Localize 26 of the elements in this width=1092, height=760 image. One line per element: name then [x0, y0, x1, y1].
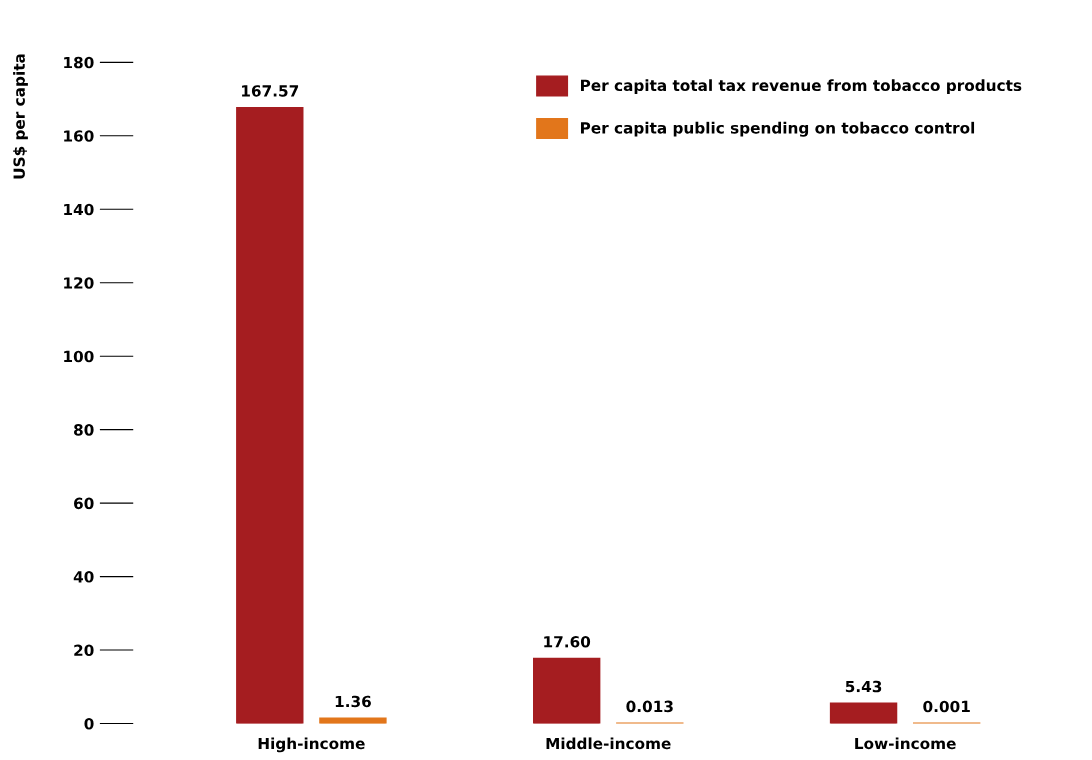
y-tick-label: 60 — [74, 497, 94, 510]
y-tick-label: 180 — [64, 56, 94, 69]
bar — [236, 106, 304, 724]
data-label: 5.43 — [845, 680, 882, 693]
y-tick-label: 100 — [64, 350, 94, 363]
x-tick-label: Low-income — [855, 737, 956, 750]
y-axis-title: US$ per capita — [13, 54, 28, 179]
x-tick-label: Middle-income — [546, 737, 671, 750]
data-label: 0.013 — [626, 700, 673, 713]
legend-label: Per capita public spending on tobacco control — [581, 121, 975, 137]
data-label: 167.57 — [242, 85, 299, 97]
y-tick-label: 40 — [73, 571, 94, 583]
bar — [829, 702, 898, 724]
bar — [319, 717, 387, 724]
data-label: 17.60 — [544, 636, 591, 648]
y-tick-label: 140 — [64, 203, 94, 216]
y-tick-label: 20 — [74, 644, 94, 657]
data-label: 1.36 — [335, 695, 371, 708]
y-tick-label: 160 — [64, 130, 94, 142]
y-tick-label: 0 — [84, 717, 94, 730]
y-tick-label: 80 — [74, 424, 94, 436]
x-tick-label: High-income — [258, 737, 365, 753]
y-tick-label: 120 — [64, 277, 94, 289]
data-label: 0.001 — [923, 700, 970, 713]
bar — [532, 657, 601, 724]
legend-label: Per capita total tax revenue from tobacco products — [581, 79, 1022, 95]
